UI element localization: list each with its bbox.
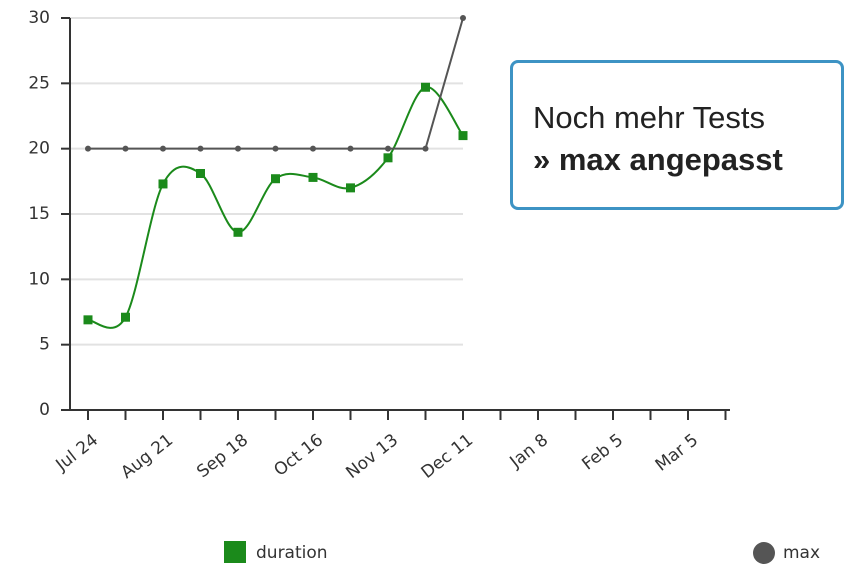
legend-swatch — [753, 542, 775, 564]
callout-line: Noch mehr Tests — [533, 100, 766, 135]
y-tick-label: 10 — [28, 269, 50, 289]
y-tick-label: 20 — [28, 139, 50, 159]
y-tick-label: 5 — [39, 335, 50, 355]
point — [121, 312, 130, 322]
point — [160, 145, 166, 152]
point — [347, 145, 354, 152]
point — [233, 227, 243, 237]
x-tick-label: Feb 5 — [578, 430, 627, 474]
callout-line: » max angepasst — [533, 139, 841, 181]
x-tick-label: Nov 13 — [342, 430, 402, 483]
x-tick-label: Jul 24 — [52, 430, 103, 476]
y-tick-label: 25 — [28, 73, 50, 93]
y-tick-label: 15 — [28, 204, 50, 224]
point — [422, 145, 429, 152]
series-line — [87, 86, 464, 329]
point — [421, 82, 430, 92]
point — [458, 131, 468, 141]
point — [385, 145, 391, 152]
point — [346, 183, 355, 193]
y-tick-label: 30 — [28, 8, 50, 28]
point — [310, 145, 316, 152]
callout: Noch mehr Tests » max angepasst — [510, 60, 844, 210]
legend-label: duration — [256, 543, 328, 563]
x-tick-label: Aug 21 — [117, 430, 177, 483]
point — [271, 174, 280, 184]
point — [197, 145, 204, 152]
point — [83, 315, 93, 325]
callout-bold: » max angepasst — [533, 142, 783, 177]
point — [85, 145, 91, 152]
point — [122, 145, 129, 152]
legend-label: max — [783, 543, 820, 563]
y-tick-label: 0 — [39, 400, 50, 420]
x-tick-label: Sep 18 — [193, 430, 252, 482]
point — [460, 15, 466, 21]
point — [235, 145, 241, 152]
point — [383, 153, 393, 163]
x-tick-label: Jan 8 — [506, 430, 553, 473]
x-tick-label: Oct 16 — [270, 430, 327, 481]
x-tick-label: Dec 11 — [418, 430, 478, 483]
point — [158, 179, 168, 189]
legend-swatch — [224, 541, 246, 563]
x-tick-label: Mar 5 — [652, 430, 702, 475]
point — [272, 145, 279, 152]
point — [196, 168, 205, 178]
point — [308, 172, 318, 182]
